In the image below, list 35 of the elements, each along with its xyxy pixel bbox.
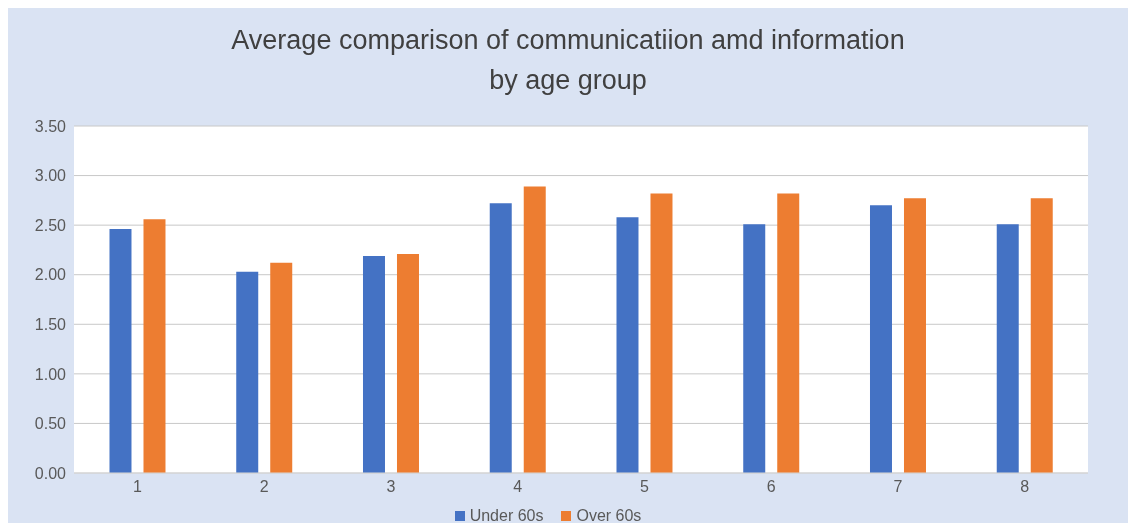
bar bbox=[1030, 198, 1053, 473]
bar bbox=[650, 193, 673, 473]
y-tick-label: 3.50 bbox=[34, 117, 67, 135]
y-tick-label: 0.50 bbox=[34, 415, 67, 433]
x-tick-label: 4 bbox=[513, 478, 523, 496]
x-tick-label: 8 bbox=[1020, 478, 1030, 496]
y-tick-label: 1.50 bbox=[34, 315, 67, 333]
legend-label: Under 60s bbox=[469, 507, 544, 525]
bar bbox=[903, 198, 926, 473]
x-tick-label: 3 bbox=[386, 478, 396, 496]
y-tick-label: 2.50 bbox=[34, 216, 67, 234]
bar bbox=[362, 255, 385, 473]
x-tick-label: 5 bbox=[639, 478, 649, 496]
bar bbox=[777, 193, 800, 473]
y-tick-label: 3.00 bbox=[34, 167, 67, 185]
bar bbox=[869, 205, 892, 473]
bar bbox=[523, 186, 546, 473]
chart-title: Average comparison of communicatiion amd information by age group bbox=[230, 24, 906, 97]
bar bbox=[996, 224, 1019, 473]
bar bbox=[489, 203, 512, 473]
bar bbox=[743, 224, 766, 473]
bar bbox=[270, 262, 293, 473]
x-tick-label: 6 bbox=[766, 478, 776, 496]
y-tick-label: 0.00 bbox=[34, 464, 67, 482]
bar bbox=[396, 253, 419, 473]
y-tick-label: 2.00 bbox=[34, 266, 67, 284]
legend-label: Over 60s bbox=[576, 507, 642, 525]
x-tick-label: 7 bbox=[893, 478, 903, 496]
bar bbox=[616, 217, 639, 473]
y-tick-label: 1.00 bbox=[34, 365, 67, 383]
x-tick-label: 1 bbox=[132, 478, 142, 496]
bar bbox=[143, 219, 166, 473]
x-tick-label: 2 bbox=[259, 478, 269, 496]
bar bbox=[109, 229, 132, 473]
bar bbox=[236, 271, 259, 473]
